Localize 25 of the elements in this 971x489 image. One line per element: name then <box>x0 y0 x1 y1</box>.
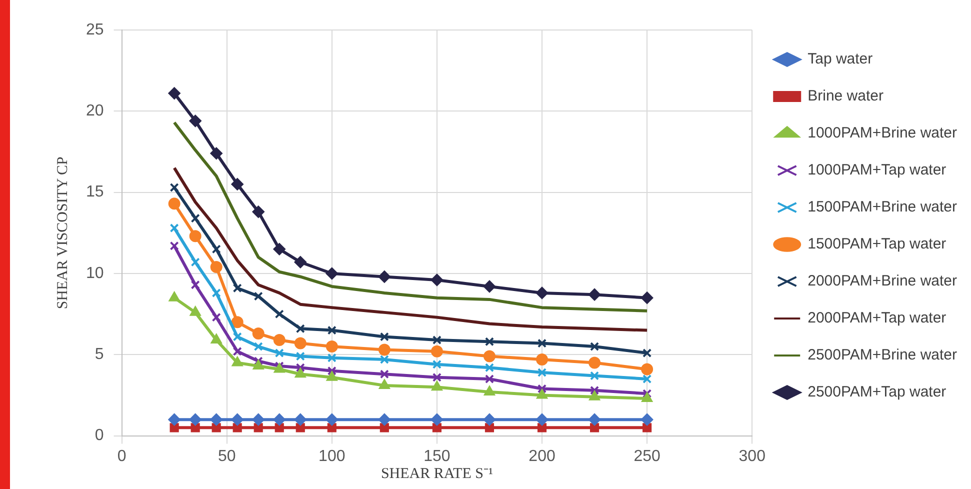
x-tick-label: 250 <box>634 448 661 465</box>
x-tick-label: 300 <box>738 448 766 465</box>
y-axis-title: SHEAR VISCOSITY CP <box>54 156 71 310</box>
legend-label: 2000PAM+Brine water <box>808 272 958 290</box>
x-tick-label: 0 <box>117 448 126 465</box>
legend-label: 2500PAM+Brine water <box>808 346 958 364</box>
x-tick-label: 200 <box>528 448 556 465</box>
y-tick-label: 0 <box>94 427 104 444</box>
legend-label: 1000PAM+Tap water <box>808 162 946 179</box>
legend-label: Brine water <box>808 88 884 105</box>
x-tick-label: 150 <box>424 448 450 465</box>
y-tick-label: 5 <box>94 346 104 364</box>
y-tick-label: 15 <box>86 184 104 201</box>
y-tick-label: 20 <box>86 102 104 120</box>
legend-label: 1000PAM+Brine water <box>808 124 958 142</box>
legend-label: 1500PAM+Brine water <box>808 198 958 216</box>
legend-label: Tap water <box>808 50 873 68</box>
x-tick-label: 50 <box>218 448 236 465</box>
y-tick-label: 10 <box>86 264 104 282</box>
y-tick-label: 25 <box>86 21 104 38</box>
x-tick-label: 100 <box>318 448 346 465</box>
legend-label: 2000PAM+Tap water <box>808 310 946 327</box>
legend-label: 1500PAM+Tap water <box>808 236 946 253</box>
x-axis-title: SHEAR RATE S⁻¹ <box>380 466 493 482</box>
legend-label: 2500PAM+Tap water <box>808 384 946 401</box>
